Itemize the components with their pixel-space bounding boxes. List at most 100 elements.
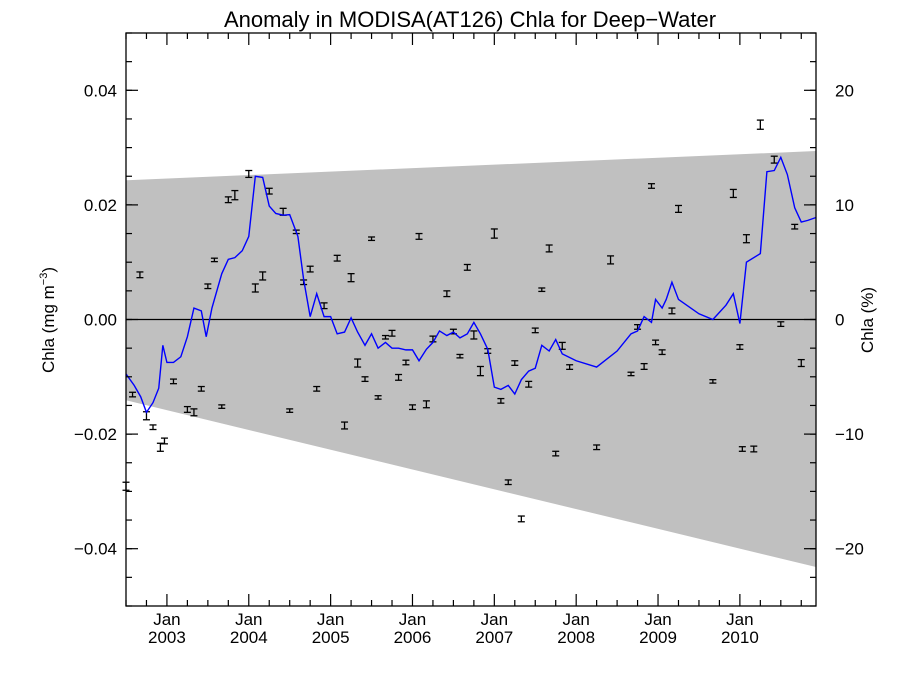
y-left-tick-label: −0.04 (74, 540, 117, 559)
error-bar-point (286, 408, 294, 413)
error-bar-point (545, 244, 553, 253)
error-bar-point (742, 234, 750, 244)
y-axis-label-left: Chla (mg m−3) (38, 267, 58, 373)
x-tick-month-label: Jan (644, 610, 671, 629)
chart-title: Anomaly in MODISA(AT126) Chla for Deep−W… (224, 7, 716, 32)
error-bar-point (210, 257, 218, 263)
error-bar-point (490, 228, 498, 239)
error-bar-point (566, 364, 574, 371)
error-bar-point (531, 327, 539, 334)
x-tick-year-label: 2010 (721, 628, 759, 647)
x-tick-year-label: 2008 (557, 628, 595, 647)
y-right-tick-label: 20 (835, 81, 854, 100)
error-bar-point (381, 334, 389, 340)
x-tick-year-label: 2009 (639, 628, 677, 647)
x-tick-year-label: 2006 (394, 628, 432, 647)
x-tick-month-label: Jan (317, 610, 344, 629)
error-bar-point (738, 446, 746, 452)
x-tick-year-label: 2004 (230, 628, 268, 647)
error-bar-point (231, 189, 239, 201)
error-bar-point (341, 421, 349, 430)
error-bar-point (756, 119, 764, 130)
y-right-tick-label: 10 (835, 196, 854, 215)
error-bar-point (197, 385, 205, 392)
y-right-tick-label: 0 (835, 311, 844, 330)
error-bar-point (395, 373, 403, 381)
x-tick-month-label: Jan (562, 610, 589, 629)
error-bar-point (777, 321, 785, 328)
x-tick-year-label: 2005 (312, 628, 350, 647)
error-bar-point (422, 400, 430, 409)
error-bar-point (402, 359, 410, 366)
error-bar-point (169, 378, 177, 385)
error-bar-point (770, 155, 778, 164)
x-tick-month-label: Jan (399, 610, 426, 629)
smoothed-series-line (125, 155, 817, 414)
error-bar-point (668, 307, 676, 315)
x-tick-month-label: Jan (235, 610, 262, 629)
error-bar-point (658, 349, 666, 356)
error-bar-point (736, 344, 744, 350)
error-bar-point (647, 183, 655, 189)
error-bar-point (259, 271, 267, 281)
error-bar-point (251, 283, 259, 293)
error-bar-point (709, 379, 717, 384)
error-bar-point (791, 223, 799, 230)
error-bar-point (674, 204, 682, 213)
error-bar-point (511, 360, 519, 366)
error-bar-point (160, 437, 168, 445)
error-bar-point (218, 404, 226, 409)
error-bar-point (149, 424, 157, 431)
error-bar-point (190, 408, 198, 417)
x-tick-month-label: Jan (481, 610, 508, 629)
error-bar-point (374, 395, 382, 400)
error-bar-point (525, 380, 533, 388)
error-bar-point (204, 283, 212, 290)
error-bar-point (183, 405, 191, 413)
error-bar-point (245, 169, 253, 179)
uncertainty-band-layer (126, 151, 816, 568)
error-bar-point (415, 232, 423, 240)
error-bar-point (607, 255, 615, 265)
error-bar-point (456, 353, 464, 359)
error-bar-point (347, 273, 355, 283)
error-bar-layer (122, 119, 805, 523)
error-bar-point (750, 445, 758, 453)
error-bar-point (627, 371, 635, 377)
error-bar-point (552, 450, 560, 457)
error-bar-point (517, 515, 525, 523)
error-bar-point (463, 263, 471, 271)
x-tick-month-label: Jan (153, 610, 180, 629)
y-right-tick-label: −10 (835, 425, 864, 444)
error-bar-point (652, 339, 660, 346)
y-left-tick-label: 0.02 (84, 196, 117, 215)
y-right-tick-label: −20 (835, 540, 864, 559)
error-bar-point (136, 271, 144, 279)
error-bar-point (129, 391, 137, 398)
error-bar-point (443, 290, 451, 298)
y-left-tick-label: −0.02 (74, 425, 117, 444)
error-bar-point (388, 329, 396, 337)
error-bar-point (306, 265, 314, 273)
x-tick-year-label: 2003 (148, 628, 186, 647)
uncertainty-band (126, 151, 816, 568)
error-bar-point (408, 404, 416, 411)
y-axis-label-right: Chla (%) (858, 287, 877, 353)
error-bar-point (361, 376, 369, 383)
axes-layer: −0.04−0.020.000.020.04−20−1001020Jan2003… (74, 32, 864, 647)
error-bar-point (538, 287, 546, 293)
y-left-tick-label: 0.04 (84, 81, 117, 100)
error-bar-point (504, 479, 512, 486)
error-bar-point (729, 188, 737, 199)
error-bar-point (593, 444, 601, 451)
error-bar-point (333, 254, 341, 262)
error-bar-point (797, 358, 805, 368)
error-bar-point (497, 397, 505, 404)
x-tick-month-label: Jan (726, 610, 753, 629)
x-tick-year-label: 2007 (475, 628, 513, 647)
error-bar-point (476, 365, 484, 377)
y-left-tick-label: 0.00 (84, 311, 117, 330)
error-bar-point (368, 236, 376, 242)
error-bar-point (313, 385, 321, 392)
